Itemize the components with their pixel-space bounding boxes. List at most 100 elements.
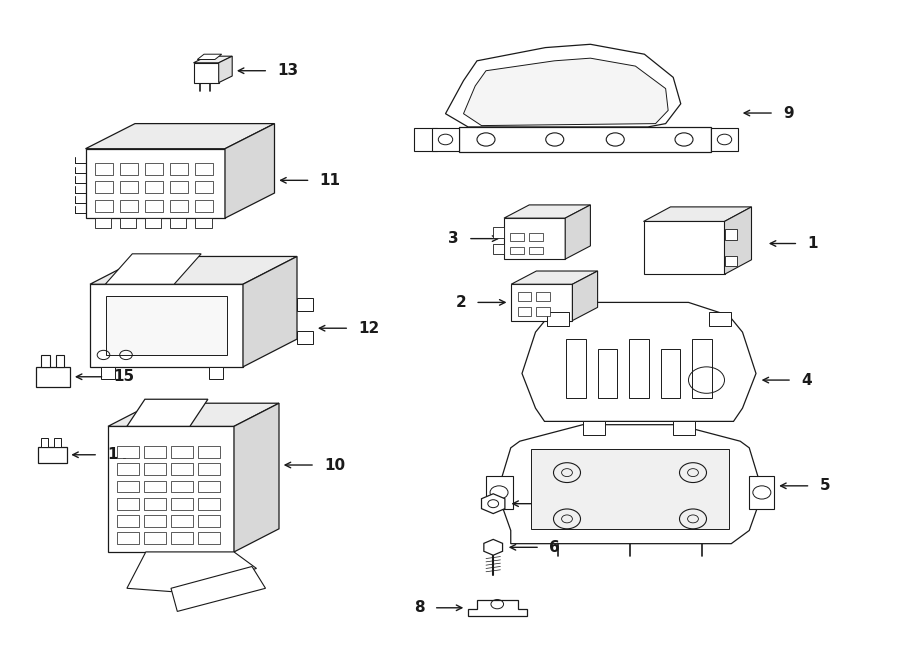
Polygon shape	[117, 446, 139, 458]
Polygon shape	[493, 244, 504, 254]
Polygon shape	[171, 532, 193, 544]
Polygon shape	[170, 200, 188, 212]
Polygon shape	[724, 229, 737, 240]
Text: 6: 6	[549, 540, 560, 555]
Polygon shape	[171, 566, 266, 611]
Polygon shape	[145, 163, 163, 175]
Polygon shape	[644, 221, 725, 274]
Polygon shape	[94, 181, 112, 193]
Text: 12: 12	[358, 321, 380, 336]
Polygon shape	[144, 463, 166, 475]
Polygon shape	[198, 532, 220, 544]
Polygon shape	[518, 292, 531, 301]
Polygon shape	[120, 200, 138, 212]
Polygon shape	[170, 218, 186, 228]
Polygon shape	[86, 149, 225, 218]
Polygon shape	[522, 303, 756, 422]
Polygon shape	[598, 348, 617, 398]
Polygon shape	[446, 44, 680, 127]
Polygon shape	[94, 200, 112, 212]
Polygon shape	[170, 181, 188, 193]
Polygon shape	[724, 207, 751, 274]
Polygon shape	[108, 426, 234, 552]
Polygon shape	[94, 163, 112, 175]
Polygon shape	[583, 422, 605, 435]
Polygon shape	[529, 247, 543, 254]
Polygon shape	[144, 498, 166, 510]
Polygon shape	[297, 331, 313, 344]
Polygon shape	[145, 181, 163, 193]
Polygon shape	[459, 127, 711, 152]
Polygon shape	[497, 424, 763, 543]
Text: 4: 4	[801, 373, 812, 387]
Polygon shape	[565, 205, 590, 259]
Polygon shape	[749, 476, 774, 509]
Polygon shape	[144, 481, 166, 492]
Polygon shape	[127, 399, 208, 426]
Polygon shape	[510, 247, 524, 254]
Polygon shape	[198, 515, 220, 527]
Polygon shape	[171, 446, 193, 458]
Polygon shape	[56, 355, 65, 367]
Polygon shape	[108, 403, 279, 426]
Polygon shape	[432, 128, 459, 151]
Text: 14: 14	[107, 447, 128, 462]
Polygon shape	[464, 58, 668, 126]
Polygon shape	[225, 124, 274, 218]
Polygon shape	[234, 403, 279, 552]
Polygon shape	[145, 200, 163, 212]
Polygon shape	[510, 233, 524, 241]
Polygon shape	[117, 463, 139, 475]
Polygon shape	[195, 181, 213, 193]
Text: 9: 9	[783, 106, 794, 120]
Polygon shape	[171, 481, 193, 492]
Polygon shape	[144, 532, 166, 544]
Polygon shape	[127, 552, 256, 592]
Polygon shape	[219, 56, 232, 83]
Polygon shape	[90, 256, 297, 284]
Polygon shape	[482, 494, 505, 514]
Polygon shape	[518, 307, 531, 316]
Text: 1: 1	[807, 236, 818, 251]
Text: 13: 13	[277, 63, 298, 78]
Text: 8: 8	[414, 600, 425, 615]
Polygon shape	[120, 181, 138, 193]
Polygon shape	[194, 56, 232, 63]
Polygon shape	[195, 218, 212, 228]
Text: 7: 7	[552, 496, 562, 511]
Polygon shape	[197, 54, 221, 59]
Polygon shape	[566, 338, 586, 398]
Polygon shape	[94, 218, 111, 228]
Text: 11: 11	[320, 173, 340, 188]
Polygon shape	[673, 422, 695, 435]
Polygon shape	[195, 163, 213, 175]
Polygon shape	[536, 307, 550, 316]
Polygon shape	[414, 128, 436, 151]
Polygon shape	[468, 600, 526, 616]
Polygon shape	[536, 292, 550, 301]
Polygon shape	[117, 532, 139, 544]
Polygon shape	[90, 284, 243, 367]
Polygon shape	[41, 355, 50, 367]
Polygon shape	[171, 515, 193, 527]
Polygon shape	[644, 207, 752, 221]
Polygon shape	[38, 447, 67, 463]
Polygon shape	[120, 163, 138, 175]
Polygon shape	[529, 233, 543, 241]
Polygon shape	[144, 515, 166, 527]
Polygon shape	[106, 296, 227, 355]
Polygon shape	[485, 476, 512, 509]
Text: 5: 5	[819, 479, 830, 493]
Polygon shape	[117, 515, 139, 527]
Polygon shape	[724, 256, 737, 266]
Polygon shape	[243, 256, 297, 367]
Polygon shape	[170, 163, 188, 175]
Polygon shape	[40, 438, 48, 447]
Polygon shape	[711, 128, 738, 151]
Text: 10: 10	[324, 457, 345, 473]
Polygon shape	[209, 367, 223, 379]
Polygon shape	[504, 218, 565, 259]
Polygon shape	[195, 200, 213, 212]
Polygon shape	[36, 367, 70, 387]
Polygon shape	[171, 498, 193, 510]
